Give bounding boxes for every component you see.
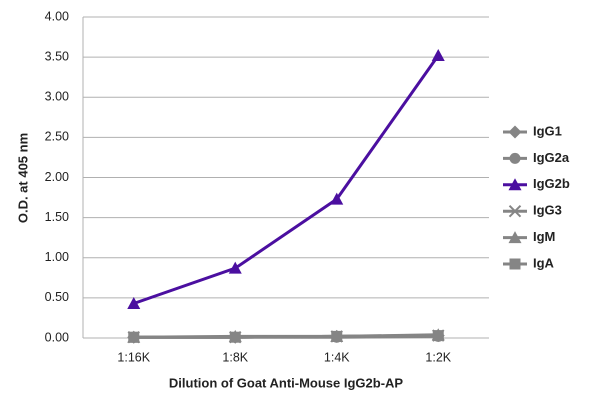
marker — [509, 258, 521, 270]
marker — [128, 331, 140, 343]
marker — [508, 231, 522, 244]
legend-label: IgG2b — [533, 176, 570, 191]
y-tick-label: 3.00 — [45, 90, 69, 104]
marker — [509, 152, 521, 164]
marker — [508, 178, 522, 191]
marker — [431, 49, 445, 62]
legend-label: IgG3 — [533, 203, 562, 218]
y-tick-label: 0.50 — [45, 290, 69, 304]
marker — [330, 192, 344, 205]
x-axis-title: Dilution of Goat Anti-Mouse IgG2b-AP — [169, 375, 404, 390]
marker — [331, 330, 343, 342]
y-tick-label: 2.00 — [45, 170, 69, 184]
y-axis-title: O.D. at 405 nm — [15, 133, 30, 223]
y-tick-label: 3.50 — [45, 49, 69, 63]
x-tick-label: 1:8K — [222, 350, 248, 364]
x-tick-label: 1:4K — [324, 350, 350, 364]
marker — [127, 296, 141, 309]
marker — [229, 331, 241, 343]
x-tick-label: 1:2K — [425, 350, 451, 364]
series-line — [133, 54, 440, 305]
marker — [508, 125, 522, 139]
legend-label: IgA — [533, 255, 555, 270]
marker — [508, 204, 522, 218]
y-tick-label: 2.50 — [45, 130, 69, 144]
legend-label: IgG1 — [533, 123, 562, 138]
legend-label: IgM — [533, 229, 555, 244]
legend-label: IgG2a — [533, 150, 570, 165]
marker — [432, 330, 444, 342]
series-line — [133, 334, 439, 339]
y-tick-label: 1.00 — [45, 250, 69, 264]
x-tick-label: 1:16K — [117, 350, 150, 364]
y-tick-label: 4.00 — [45, 9, 69, 23]
y-tick-label: 1.50 — [45, 210, 69, 224]
y-tick-label: 0.00 — [45, 330, 69, 344]
marker — [228, 261, 242, 274]
